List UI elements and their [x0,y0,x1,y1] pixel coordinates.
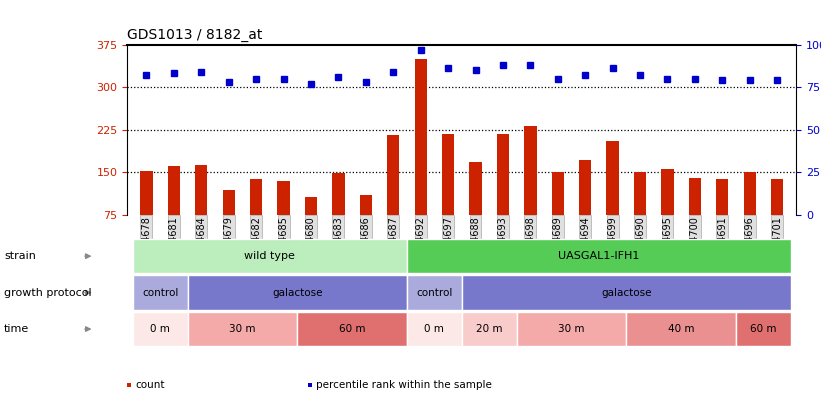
Bar [524,126,537,215]
Bar [689,178,701,215]
Text: 40 m: 40 m [668,324,695,334]
Text: 0 m: 0 m [424,324,444,334]
Bar [360,195,372,215]
Bar [195,165,208,215]
Text: galactose: galactose [272,288,323,298]
Bar [140,171,153,215]
Bar [579,160,591,215]
Bar [497,134,509,215]
Bar [415,59,427,215]
Text: 20 m: 20 m [476,324,502,334]
Text: 60 m: 60 m [339,324,365,334]
Bar [387,135,400,215]
Text: wild type: wild type [245,251,296,261]
Bar [167,166,180,215]
Text: time: time [4,324,30,334]
Text: control: control [142,288,178,298]
Bar [771,179,783,215]
Text: count: count [135,380,165,390]
Bar [222,190,235,215]
Bar [250,179,263,215]
Text: GDS1013 / 8182_at: GDS1013 / 8182_at [127,28,263,42]
Bar [716,179,728,215]
Bar [305,196,317,215]
Bar [744,172,756,215]
Text: 60 m: 60 m [750,324,777,334]
Bar [634,172,646,215]
Text: 30 m: 30 m [229,324,255,334]
Bar [607,141,619,215]
Bar [552,172,564,215]
Text: growth protocol: growth protocol [4,288,92,298]
Text: UASGAL1-IFH1: UASGAL1-IFH1 [558,251,640,261]
Bar [277,181,290,215]
Bar [470,162,482,215]
Text: control: control [416,288,452,298]
Text: percentile rank within the sample: percentile rank within the sample [316,380,492,390]
Bar [661,169,674,215]
Bar [442,134,454,215]
Bar [333,173,345,215]
Text: 0 m: 0 m [150,324,170,334]
Text: strain: strain [4,251,36,261]
Text: galactose: galactose [601,288,652,298]
Text: 30 m: 30 m [558,324,585,334]
